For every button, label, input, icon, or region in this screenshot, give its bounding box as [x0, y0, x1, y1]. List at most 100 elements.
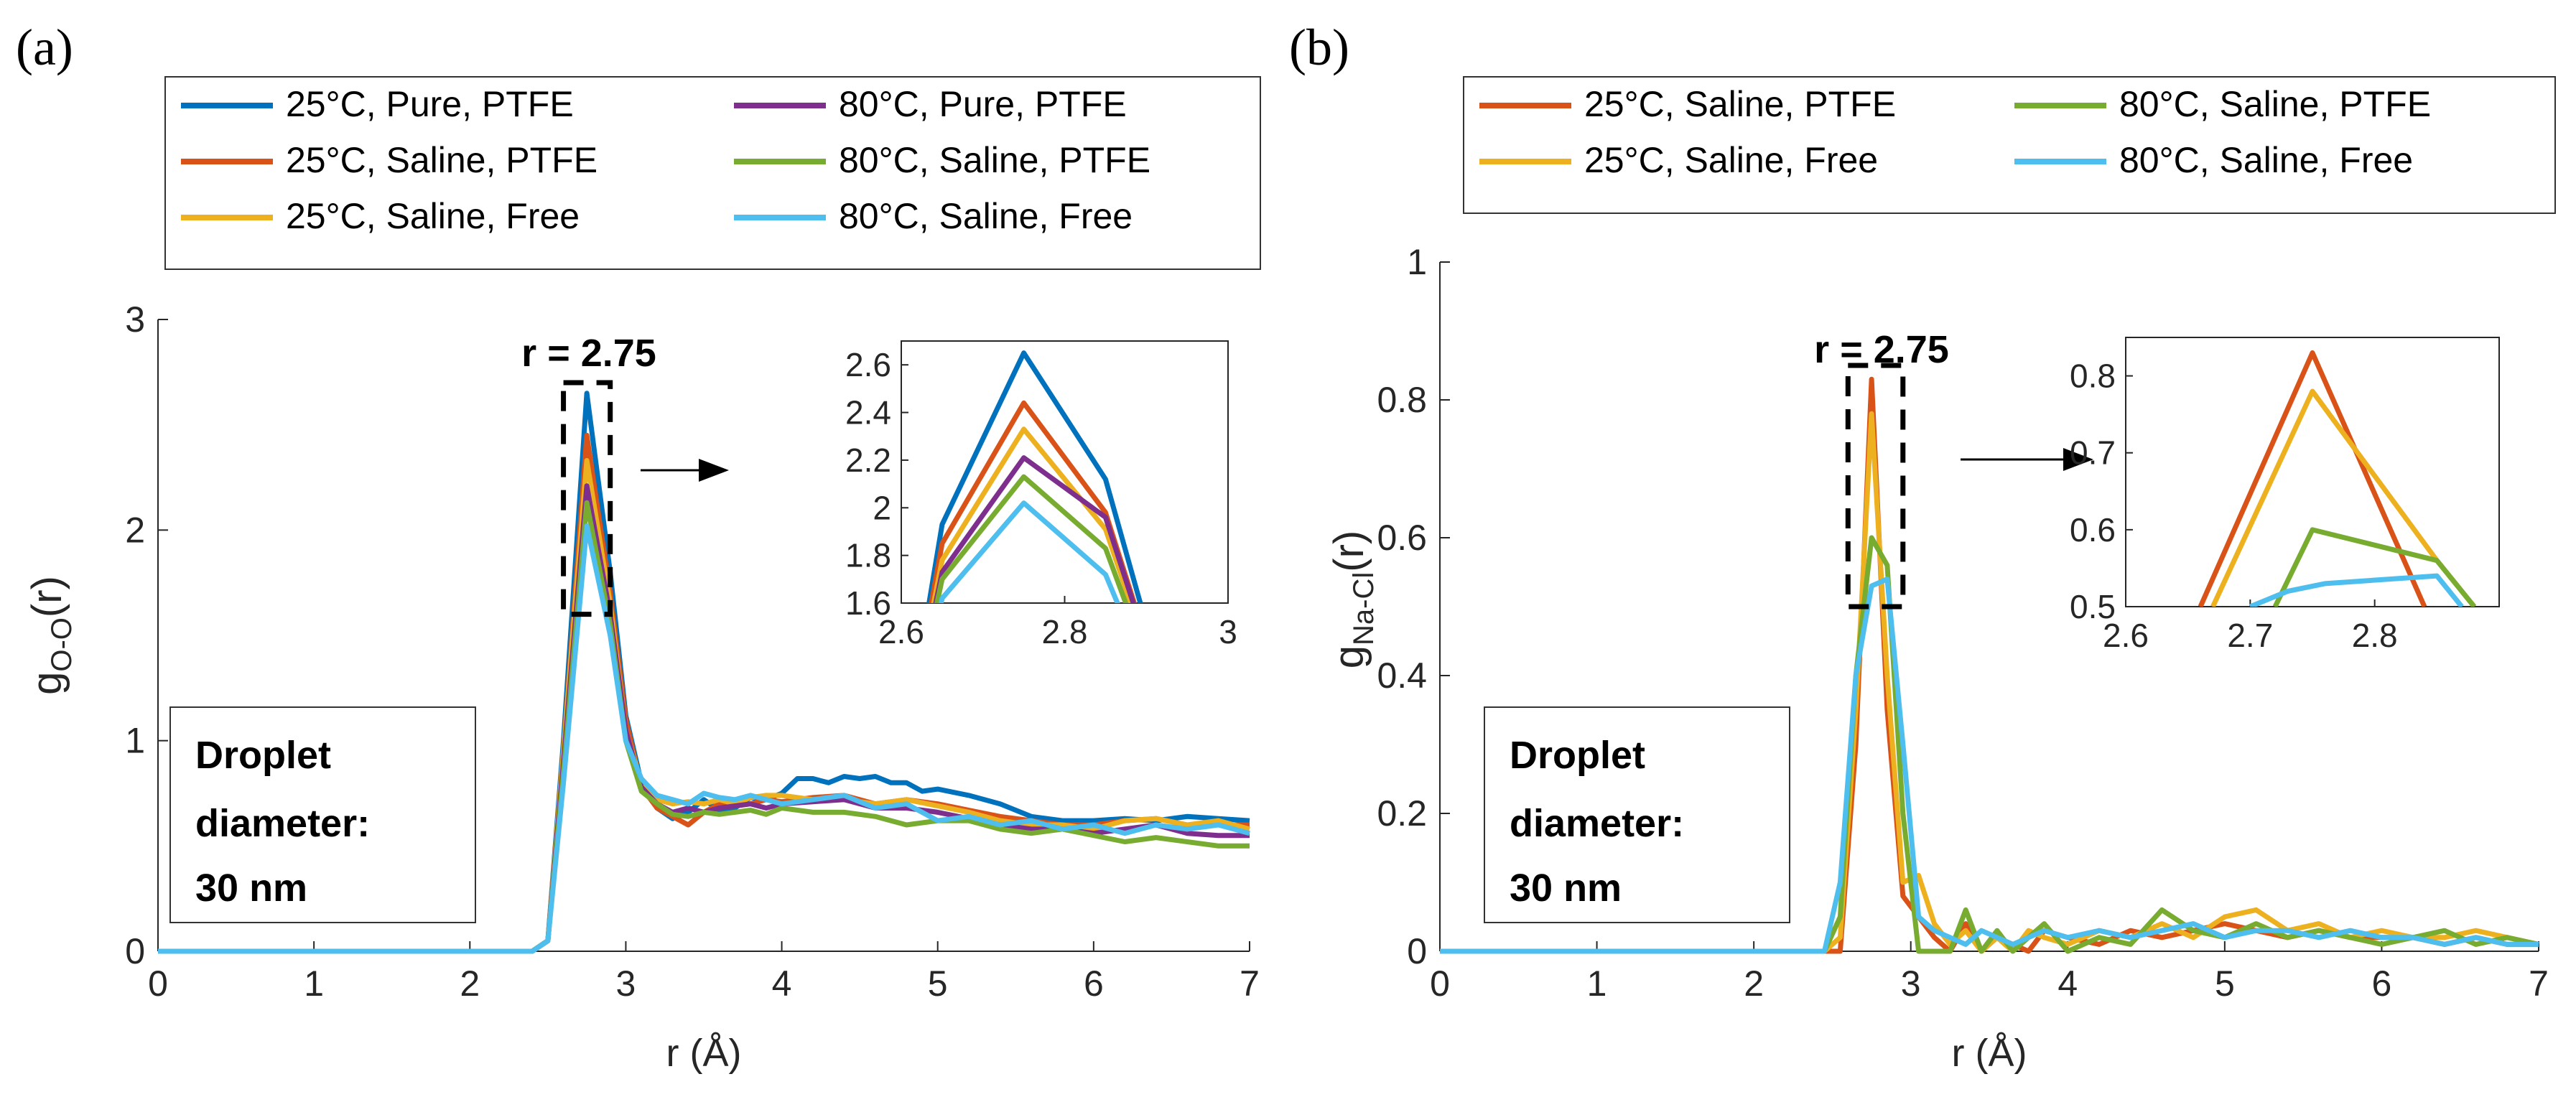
y-tick-label: 1 — [125, 721, 145, 761]
x-tick-label: 0 — [1430, 963, 1450, 1004]
y-tick-label: 2 — [125, 510, 145, 550]
droplet-box-line: 30 nm — [1510, 867, 1622, 910]
droplet-box: Droplet diameter: 30 nm — [169, 706, 476, 923]
x-tick-label: 3 — [1901, 963, 1921, 1004]
inset-series-line — [2272, 527, 2477, 607]
series-line — [158, 523, 1250, 954]
legend-frame — [164, 76, 1261, 270]
legend-item: 25°C, Saline, PTFE — [1479, 84, 1896, 124]
y-axis-label-subscript: O-O — [46, 617, 78, 672]
arrow-head — [2063, 448, 2093, 471]
legend-label: 80°C, Saline, PTFE — [2119, 84, 2431, 124]
x-tick-label: 5 — [2215, 963, 2235, 1004]
x-axis-label: r (Å) — [666, 1032, 742, 1075]
droplet-box-frame — [169, 706, 476, 923]
droplet-box-line: 30 nm — [195, 867, 307, 910]
legend: 25°C, Pure, PTFE 25°C, Saline, PTFE 25°C, … — [164, 76, 1261, 270]
x-tick-label: 1 — [1587, 963, 1607, 1004]
y-tick-label: 0.8 — [1377, 380, 1427, 420]
inset-y-tick-label: 1.8 — [845, 537, 891, 574]
inset-x-tick-label: 2.7 — [2227, 617, 2273, 654]
inset-x-tick-label: 2.6 — [2103, 617, 2149, 654]
legend-label: 25°C, Saline, Free — [286, 196, 580, 236]
legend-label: 25°C, Saline, Free — [1584, 140, 1878, 180]
panel-label: (b) — [1289, 19, 1349, 76]
axes: 0 1 2 3 4 5 6 7 0 1 2 3 — [125, 299, 1260, 1004]
inset-y-tick-label: 0.8 — [2070, 358, 2116, 395]
y-tick-label: 0 — [125, 931, 145, 971]
legend-label: 80°C, Saline, Free — [839, 196, 1133, 236]
legend-item: 25°C, Pure, PTFE — [181, 84, 574, 124]
x-tick-label: 7 — [1240, 963, 1260, 1004]
series-group — [158, 391, 1250, 954]
y-axis-label-tail: (r) — [24, 576, 70, 617]
inset-y-tick-label: 2.2 — [845, 442, 891, 479]
inset-series-line — [938, 500, 1120, 603]
inset-series-group — [926, 350, 1143, 603]
y-axis-label: gNa-Cl(r) — [1326, 531, 1380, 668]
inset-series-line — [933, 455, 1136, 603]
zoom-region-box — [561, 380, 613, 617]
x-tick-label: 2 — [1744, 963, 1764, 1004]
y-tick-label: 0.6 — [1377, 518, 1427, 558]
x-tick-label: 2 — [460, 963, 480, 1004]
inset-series-line — [2249, 573, 2464, 607]
inset-y-tick-label: 0.7 — [2070, 434, 2116, 472]
legend-label: 80°C, Saline, PTFE — [839, 140, 1150, 180]
axes: 0 1 2 3 4 5 6 7 0 0.2 0.4 0.6 0.8 1 — [1377, 242, 2548, 1004]
x-tick-label: 0 — [148, 963, 168, 1004]
x-tick-label: 4 — [2057, 963, 2078, 1004]
inset-series-line — [931, 426, 1133, 603]
inset-y-tick-label: 2.4 — [845, 394, 891, 431]
legend-item: 80°C, Pure, PTFE — [734, 84, 1127, 124]
legend-item: 80°C, Saline, PTFE — [2014, 84, 2431, 124]
legend-label: 25°C, Saline, PTFE — [286, 140, 597, 180]
droplet-box-line: Droplet — [195, 734, 331, 777]
legend-label: 80°C, Saline, Free — [2119, 140, 2413, 180]
y-tick-label: 0 — [1407, 931, 1427, 971]
x-tick-label: 1 — [304, 963, 324, 1004]
inset-y-tick-label: 0.5 — [2070, 588, 2116, 625]
zoom-arrow — [641, 459, 729, 482]
inset-y-tick-label: 1.6 — [845, 584, 891, 622]
inset-y-tick-label: 2.6 — [845, 346, 891, 383]
inset-y-tick-label: 0.6 — [2070, 511, 2116, 548]
inset-series-line — [926, 350, 1143, 603]
inset-chart: 2.6 2.8 3 1.6 1.8 2 2.2 2.4 2.6 — [845, 340, 1237, 650]
x-axis-label: r (Å) — [1952, 1032, 2027, 1075]
y-tick-label: 3 — [125, 299, 145, 340]
inset-series-group — [2198, 350, 2477, 607]
x-tick-label: 7 — [2529, 963, 2549, 1004]
inset-x-tick-label: 3 — [1219, 613, 1237, 650]
legend-item: 80°C, Saline, Free — [734, 196, 1133, 236]
legend-item: 80°C, Saline, Free — [2014, 140, 2413, 180]
arrow-head — [699, 459, 729, 482]
panel-label: (a) — [16, 19, 73, 76]
legend: 25°C, Saline, PTFE 25°C, Saline, Free 80°C… — [1463, 76, 2556, 214]
x-tick-label: 6 — [1084, 963, 1104, 1004]
y-tick-label: 0.2 — [1377, 793, 1427, 834]
panel-b: (b) 25°C, Saline, PTFE 25°C, Saline, Free 8… — [1289, 19, 2556, 1075]
droplet-box-line: diameter: — [195, 802, 370, 845]
zoom-arrow — [1961, 448, 2093, 471]
legend-item: 25°C, Saline, Free — [1479, 140, 1878, 180]
legend-item: 25°C, Saline, PTFE — [181, 140, 597, 180]
droplet-box-line: diameter: — [1510, 802, 1684, 845]
y-tick-label: 0.4 — [1377, 655, 1427, 696]
legend-label: 25°C, Saline, PTFE — [1584, 84, 1896, 124]
legend-item: 80°C, Saline, PTFE — [734, 140, 1150, 180]
y-axis-label-tail: (r) — [1326, 531, 1372, 572]
legend-item: 25°C, Saline, Free — [181, 196, 580, 236]
zoom-region-box — [1845, 363, 1906, 610]
x-tick-label: 3 — [616, 963, 636, 1004]
inset-y-tick-label: 2 — [873, 489, 891, 526]
droplet-box-frame — [1484, 706, 1790, 923]
legend-label: 25°C, Pure, PTFE — [286, 84, 574, 124]
peak-annotation: r = 2.75 — [1814, 328, 1949, 371]
inset-x-tick-label: 2.8 — [2352, 617, 2398, 654]
droplet-box-line: Droplet — [1510, 734, 1645, 777]
peak-annotation: r = 2.75 — [521, 332, 656, 375]
inset-x-tick-label: 2.8 — [1042, 613, 1088, 650]
inset-x-tick-label: 2.6 — [878, 613, 924, 650]
